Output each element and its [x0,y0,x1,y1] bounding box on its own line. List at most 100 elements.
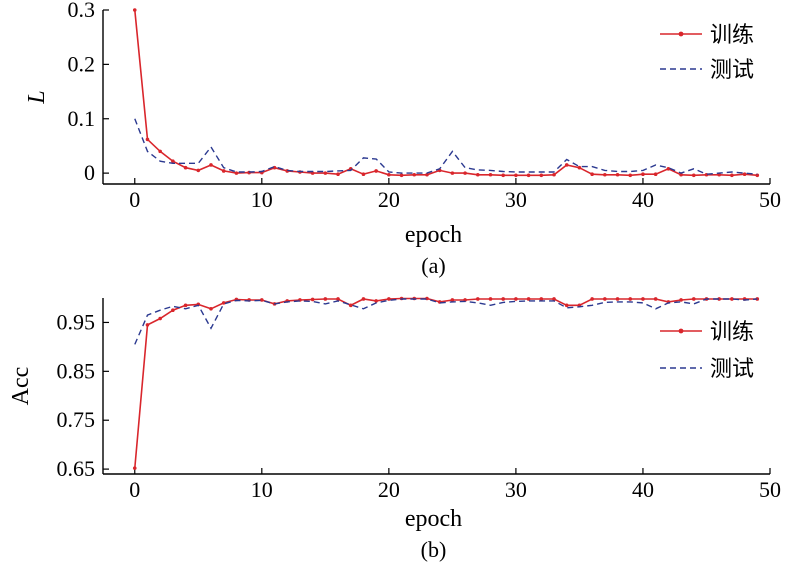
data-point [641,297,645,301]
data-point [653,297,658,301]
data-point [552,297,556,301]
panel-label: (a) [421,253,445,278]
x-tick-label: 0 [129,187,140,212]
data-point [412,172,417,177]
x-tick-label: 20 [378,187,400,212]
data-point [145,323,150,327]
data-point [323,171,328,175]
x-axis-label: epoch [405,506,462,532]
series-line-1 [134,298,758,345]
data-point [450,171,455,175]
data-point [628,173,633,178]
data-point [310,297,315,302]
legend-label: 训练 [710,22,754,47]
y-tick-label: 0.75 [57,407,96,432]
data-point [475,172,480,177]
data-point [132,8,137,12]
data-point [145,137,150,142]
data-point [209,306,213,311]
y-axis-label: L [24,90,50,104]
data-point [348,303,353,308]
panel-b-accuracy-chart: 0 10 20 30 40 50 0.65 0.75 0.85 0.95 epoch Acc (b) 训练… [8,296,781,562]
data-point [755,173,760,178]
data-point [374,299,378,303]
data-point [590,172,594,177]
data-point [234,171,239,175]
data-point [603,297,607,301]
legend-marker [678,31,684,37]
data-point [691,297,696,301]
data-point [679,298,683,302]
data-point [260,298,264,302]
data-point [336,297,340,301]
data-point [183,165,188,170]
legend-label: 测试 [710,57,754,82]
data-point [450,298,455,302]
y-tick-label: 0.1 [68,106,96,131]
x-tick-label: 20 [378,477,400,502]
data-point [488,172,493,177]
data-point [361,297,366,301]
x-tick-label: 10 [251,187,273,212]
data-point [310,171,315,175]
data-point [564,163,569,167]
data-point [425,172,429,177]
data-point [514,297,518,301]
x-tick-label: 30 [505,187,527,212]
data-point [717,297,721,301]
data-point [387,297,391,301]
data-point [336,172,340,177]
data-point [196,168,201,173]
data-point [158,316,162,321]
data-point [183,303,188,308]
data-point [564,303,569,308]
data-point [475,297,480,301]
data-point [221,301,226,305]
series-line-0 [134,297,758,469]
x-tick-label: 10 [251,477,273,502]
data-point [615,172,620,177]
data-point [488,297,493,301]
data-point [323,297,328,301]
legend-label: 测试 [710,356,754,381]
data-point [361,172,366,177]
x-tick-label: 50 [759,477,781,502]
y-tick-label: 0.65 [57,456,96,481]
data-point [539,297,544,301]
data-point [501,173,506,178]
data-point [615,297,620,301]
data-point [526,173,531,178]
data-point [691,173,696,178]
y-tick-label: 0.2 [68,51,96,76]
series-line-1 [134,118,758,175]
data-point [374,169,378,173]
data-point [387,172,391,177]
x-tick-label: 40 [632,477,654,502]
data-point [666,166,671,171]
legend-marker [678,328,684,334]
data-point [501,297,506,301]
y-tick-label: 0.85 [57,358,96,383]
data-point [514,173,518,178]
data-point [221,169,226,173]
data-point [590,297,594,301]
data-point [679,172,683,177]
data-point [641,172,645,177]
y-tick-label: 0.95 [57,309,96,334]
x-tick-label: 30 [505,477,527,502]
data-point [171,308,175,313]
x-tick-label: 50 [759,187,781,212]
data-point [158,149,162,154]
data-point [132,466,137,470]
x-axis-label: epoch [405,222,462,248]
data-point [463,171,467,175]
data-point [539,173,544,178]
data-point [171,159,175,163]
data-point [653,172,658,177]
y-tick-label: 0.3 [68,0,96,22]
x-tick-label: 40 [632,187,654,212]
data-point [209,163,213,167]
series-line-0 [134,9,758,177]
